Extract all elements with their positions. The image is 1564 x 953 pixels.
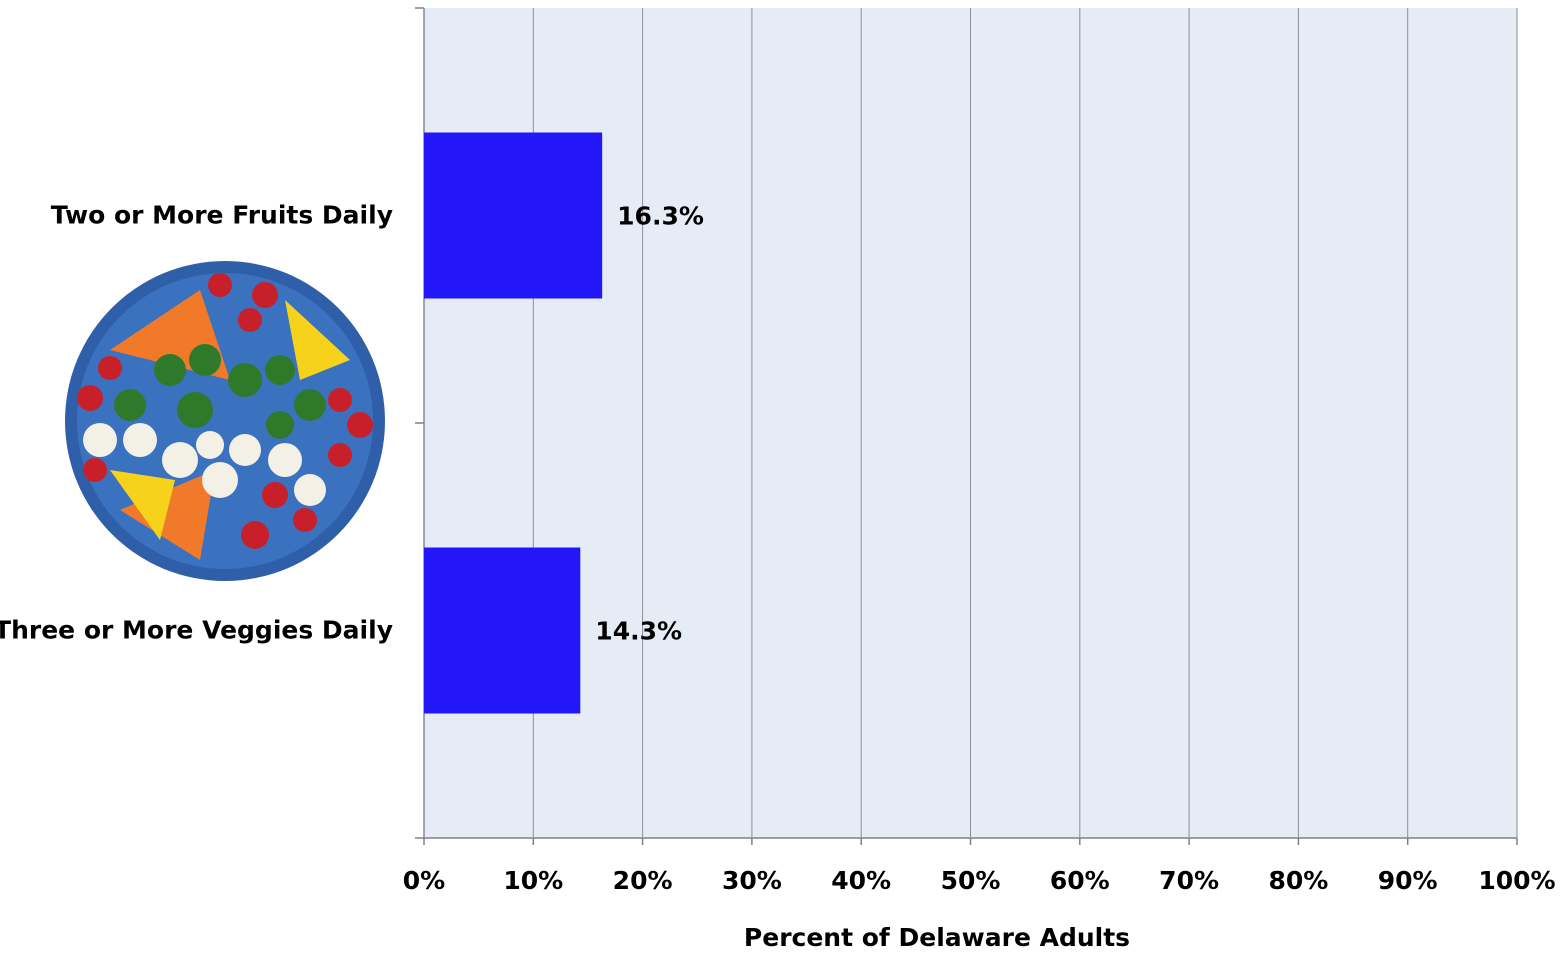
value-label: 16.3% <box>617 202 704 231</box>
x-tick-label: 90% <box>1378 866 1438 895</box>
food-plate-image <box>62 261 388 582</box>
y-tick-label: Two or More Fruits Daily <box>51 201 393 230</box>
x-axis-title: Percent of Delaware Adults <box>744 923 1130 952</box>
value-label: 14.3% <box>595 617 682 646</box>
x-tick-label: 50% <box>941 866 1001 895</box>
x-tick-label: 80% <box>1268 866 1328 895</box>
x-tick-label: 10% <box>503 866 563 895</box>
x-tick-label: 100% <box>1478 866 1555 895</box>
x-tick-label: 20% <box>613 866 673 895</box>
x-tick-label: 0% <box>403 866 445 895</box>
x-tick-label: 30% <box>722 866 782 895</box>
x-tick-label: 70% <box>1159 866 1219 895</box>
x-tick-label: 40% <box>831 866 891 895</box>
x-tick-label: 60% <box>1050 866 1110 895</box>
y-tick-label: Three or More Veggies Daily <box>0 616 393 645</box>
bar <box>424 132 603 299</box>
bar <box>424 547 581 714</box>
